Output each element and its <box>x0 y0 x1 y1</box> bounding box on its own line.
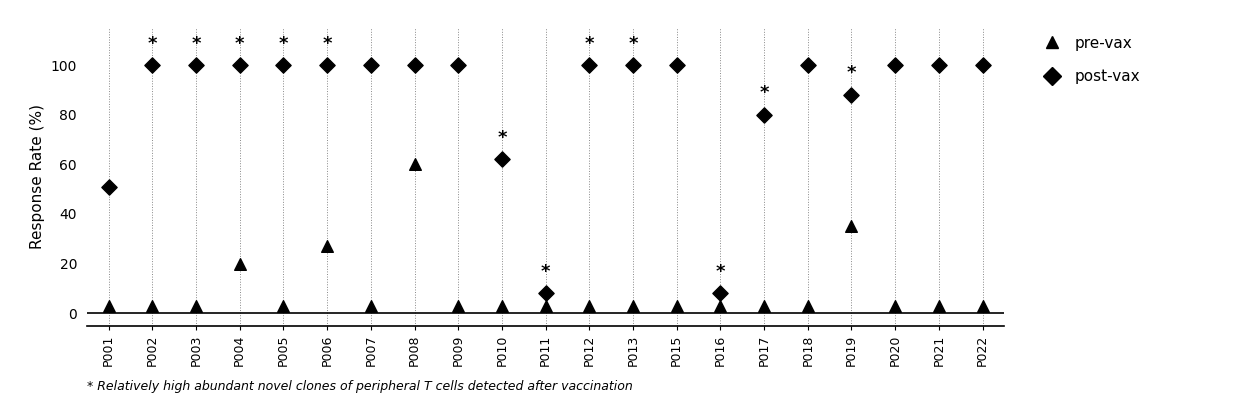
Point <box>929 303 949 309</box>
Point <box>449 303 469 309</box>
Point <box>797 62 817 68</box>
Text: *: * <box>847 64 856 83</box>
Point <box>842 92 862 98</box>
Point <box>229 260 249 267</box>
Point <box>972 303 992 309</box>
Point <box>797 303 817 309</box>
Text: *: * <box>715 263 725 281</box>
Legend: pre-vax, post-vax: pre-vax, post-vax <box>1030 29 1147 90</box>
Point <box>667 62 687 68</box>
Text: *: * <box>279 35 288 53</box>
Point <box>622 303 642 309</box>
Text: *: * <box>148 35 157 53</box>
Point <box>842 223 862 229</box>
Point <box>492 156 512 162</box>
Point <box>274 62 294 68</box>
Point <box>492 303 512 309</box>
Point <box>99 183 119 190</box>
Point <box>754 303 774 309</box>
Text: *: * <box>629 35 637 53</box>
Point <box>711 303 730 309</box>
Text: * Relatively high abundant novel clones of peripheral T cells detected after vac: * Relatively high abundant novel clones … <box>87 380 632 393</box>
Point <box>579 62 599 68</box>
Point <box>885 303 905 309</box>
Point <box>143 303 162 309</box>
Text: *: * <box>191 35 201 53</box>
Point <box>929 62 949 68</box>
Point <box>404 62 424 68</box>
Text: *: * <box>236 35 244 53</box>
Point <box>536 290 556 297</box>
Point <box>754 112 774 118</box>
Point <box>317 243 337 249</box>
Point <box>274 303 294 309</box>
Point <box>361 303 381 309</box>
Point <box>536 303 556 309</box>
Text: *: * <box>759 84 769 102</box>
Text: *: * <box>497 129 507 147</box>
Text: *: * <box>541 263 551 281</box>
Point <box>667 303 687 309</box>
Point <box>186 62 206 68</box>
Point <box>449 62 469 68</box>
Point <box>711 290 730 297</box>
Point <box>972 62 992 68</box>
Point <box>404 161 424 168</box>
Point <box>99 303 119 309</box>
Point <box>186 303 206 309</box>
Text: *: * <box>322 35 332 53</box>
Point <box>317 62 337 68</box>
Point <box>361 62 381 68</box>
Point <box>622 62 642 68</box>
Text: *: * <box>584 35 594 53</box>
Point <box>143 62 162 68</box>
Y-axis label: Response Rate (%): Response Rate (%) <box>30 104 45 249</box>
Point <box>885 62 905 68</box>
Point <box>579 303 599 309</box>
Point <box>229 62 249 68</box>
